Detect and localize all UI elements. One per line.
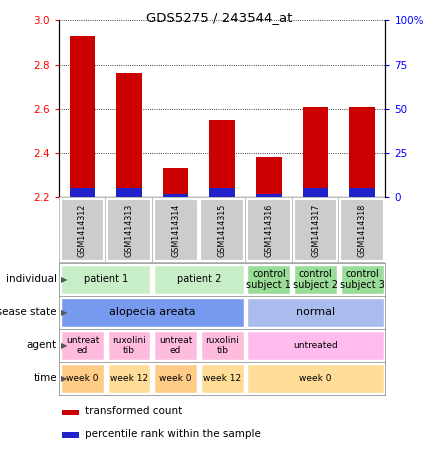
Bar [350,106,375,197]
Text: week 12: week 12 [110,374,148,383]
Bar [350,188,375,197]
Bar [62,410,79,415]
Text: ruxolini
tib: ruxolini tib [205,336,239,355]
Bar [163,193,188,197]
Bar [70,188,95,197]
Text: normal: normal [296,307,335,318]
Text: week 0: week 0 [299,374,332,383]
Bar [247,331,384,360]
Bar [247,199,291,261]
Text: GSM1414316: GSM1414316 [265,203,273,256]
Bar [303,106,328,197]
Bar [201,364,244,393]
Bar [247,364,384,393]
Text: time: time [33,373,57,384]
Bar [154,364,197,393]
Text: GSM1414315: GSM1414315 [218,203,227,256]
Bar [209,188,235,197]
Bar [341,265,384,294]
Bar [116,73,142,197]
Text: ▶: ▶ [61,275,68,284]
Text: patient 1: patient 1 [84,274,128,284]
Bar [200,199,244,261]
Text: GSM1414318: GSM1414318 [358,203,367,256]
Text: GDS5275 / 243544_at: GDS5275 / 243544_at [146,11,292,24]
Text: GSM1414317: GSM1414317 [311,203,320,256]
Text: transformed count: transformed count [85,406,183,416]
Bar [70,36,95,197]
Bar [256,157,282,197]
Text: disease state: disease state [0,307,57,318]
Text: GSM1414312: GSM1414312 [78,203,87,256]
Bar [61,298,244,327]
Bar [154,199,198,261]
Bar [201,331,244,360]
Text: untreat
ed: untreat ed [159,336,192,355]
Bar [247,298,384,327]
Text: week 0: week 0 [159,374,192,383]
Text: ▶: ▶ [61,341,68,350]
Bar [247,265,290,294]
Bar [61,331,104,360]
Bar [116,188,142,197]
Bar [256,193,282,197]
Text: GSM1414313: GSM1414313 [124,203,134,256]
Text: control
subject 1: control subject 1 [247,269,291,289]
Bar [108,364,151,393]
Text: alopecia areata: alopecia areata [109,307,196,318]
Bar [60,199,104,261]
Bar [108,331,151,360]
Bar [294,265,337,294]
Bar [303,188,328,197]
Text: ruxolini
tib: ruxolini tib [112,336,146,355]
Text: GSM1414314: GSM1414314 [171,203,180,256]
Text: patient 2: patient 2 [177,274,221,284]
Bar [107,199,151,261]
Text: percentile rank within the sample: percentile rank within the sample [85,429,261,439]
Bar [163,169,188,197]
Text: ▶: ▶ [61,308,68,317]
Bar [61,265,151,294]
Bar [62,432,79,438]
Text: ▶: ▶ [61,374,68,383]
Text: untreat
ed: untreat ed [66,336,99,355]
Text: control
subject 2: control subject 2 [293,269,338,289]
Text: agent: agent [27,340,57,351]
Text: individual: individual [6,274,57,284]
Bar [154,265,244,294]
Bar [293,199,337,261]
Bar [61,364,104,393]
Text: week 0: week 0 [66,374,99,383]
Bar [209,120,235,197]
Text: untreated: untreated [293,341,338,350]
Bar [340,199,384,261]
Text: week 12: week 12 [203,374,241,383]
Text: control
subject 3: control subject 3 [340,269,385,289]
Bar [154,331,197,360]
